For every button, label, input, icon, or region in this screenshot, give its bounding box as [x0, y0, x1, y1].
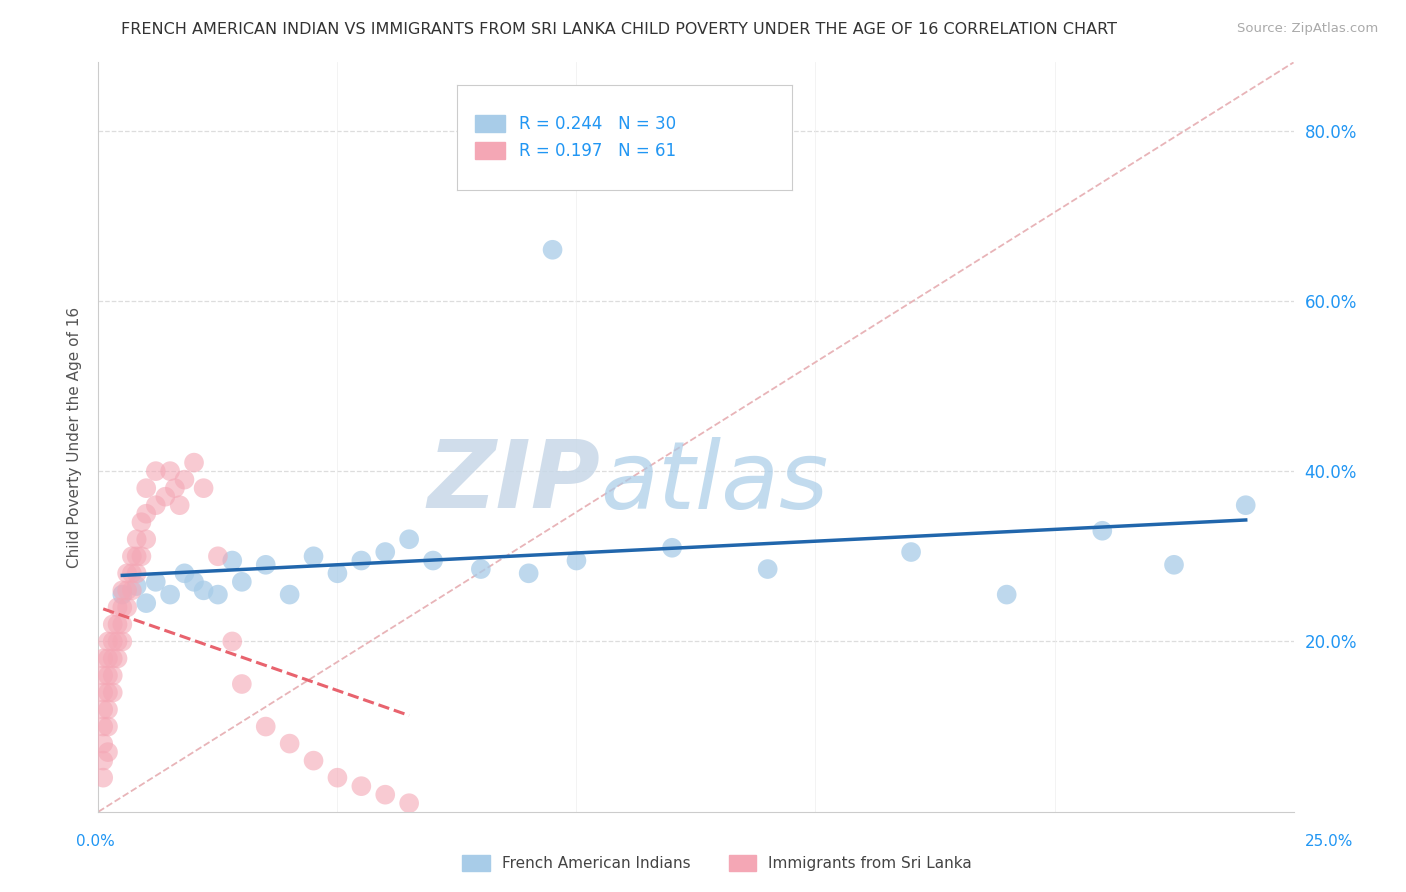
- Point: [115, 600, 138, 615]
- Point: [121, 566, 143, 581]
- Point: [145, 464, 167, 478]
- Point: [326, 566, 349, 581]
- Point: [169, 498, 191, 512]
- Point: [111, 600, 134, 615]
- Point: [97, 745, 120, 759]
- Point: [374, 545, 396, 559]
- Point: [91, 754, 114, 768]
- Point: [231, 574, 253, 589]
- Text: Source: ZipAtlas.com: Source: ZipAtlas.com: [1237, 22, 1378, 36]
- Text: atlas: atlas: [600, 436, 828, 527]
- Point: [145, 498, 167, 512]
- Point: [97, 685, 120, 699]
- Point: [97, 634, 120, 648]
- Point: [207, 549, 229, 564]
- Text: FRENCH AMERICAN INDIAN VS IMMIGRANTS FROM SRI LANKA CHILD POVERTY UNDER THE AGE : FRENCH AMERICAN INDIAN VS IMMIGRANTS FRO…: [121, 22, 1116, 37]
- Point: [145, 574, 167, 589]
- Point: [121, 549, 143, 564]
- Point: [115, 566, 138, 581]
- Point: [350, 553, 373, 567]
- Point: [231, 677, 253, 691]
- Point: [111, 617, 134, 632]
- Point: [125, 549, 148, 564]
- Point: [1234, 498, 1257, 512]
- Point: [125, 579, 148, 593]
- Point: [163, 481, 186, 495]
- Point: [135, 596, 157, 610]
- Point: [1163, 558, 1185, 572]
- Point: [254, 720, 277, 734]
- Point: [173, 566, 195, 581]
- Point: [517, 566, 540, 581]
- Point: [278, 588, 301, 602]
- Point: [422, 553, 444, 567]
- Point: [107, 651, 129, 665]
- Point: [254, 558, 277, 572]
- Point: [131, 549, 153, 564]
- Point: [193, 481, 215, 495]
- Point: [97, 702, 120, 716]
- Point: [565, 553, 588, 567]
- Point: [159, 588, 181, 602]
- Point: [221, 634, 243, 648]
- Point: [470, 562, 492, 576]
- Point: [135, 481, 157, 495]
- Point: [326, 771, 349, 785]
- Point: [350, 779, 373, 793]
- Point: [135, 533, 157, 547]
- Point: [97, 668, 120, 682]
- Point: [91, 771, 114, 785]
- Point: [91, 720, 114, 734]
- Point: [111, 583, 134, 598]
- Point: [173, 473, 195, 487]
- Point: [900, 545, 922, 559]
- Point: [111, 588, 134, 602]
- Point: [111, 634, 134, 648]
- Point: [183, 456, 205, 470]
- Text: 0.0%: 0.0%: [76, 834, 115, 848]
- Point: [155, 490, 177, 504]
- Point: [101, 617, 124, 632]
- Point: [107, 617, 129, 632]
- Point: [91, 685, 114, 699]
- Point: [207, 588, 229, 602]
- Point: [115, 583, 138, 598]
- Point: [302, 754, 325, 768]
- Point: [107, 634, 129, 648]
- Point: [183, 574, 205, 589]
- Legend: French American Indians, Immigrants from Sri Lanka: French American Indians, Immigrants from…: [456, 849, 979, 877]
- Point: [101, 634, 124, 648]
- Text: ZIP: ZIP: [427, 436, 600, 528]
- Point: [101, 685, 124, 699]
- Point: [398, 796, 420, 810]
- Point: [97, 651, 120, 665]
- Point: [398, 533, 420, 547]
- Point: [135, 507, 157, 521]
- Point: [302, 549, 325, 564]
- Point: [101, 651, 124, 665]
- Point: [91, 737, 114, 751]
- Point: [125, 566, 148, 581]
- Point: [91, 702, 114, 716]
- Point: [125, 533, 148, 547]
- Point: [995, 588, 1018, 602]
- Point: [91, 668, 114, 682]
- Point: [121, 583, 143, 598]
- Point: [541, 243, 564, 257]
- Y-axis label: Child Poverty Under the Age of 16: Child Poverty Under the Age of 16: [67, 307, 83, 567]
- Point: [101, 668, 124, 682]
- Text: 25.0%: 25.0%: [1305, 834, 1353, 848]
- Point: [374, 788, 396, 802]
- Point: [221, 553, 243, 567]
- Point: [107, 600, 129, 615]
- Point: [193, 583, 215, 598]
- Point: [97, 720, 120, 734]
- Point: [159, 464, 181, 478]
- Point: [661, 541, 683, 555]
- Point: [91, 651, 114, 665]
- Point: [278, 737, 301, 751]
- Point: [756, 562, 779, 576]
- Point: [131, 515, 153, 529]
- Point: [1091, 524, 1114, 538]
